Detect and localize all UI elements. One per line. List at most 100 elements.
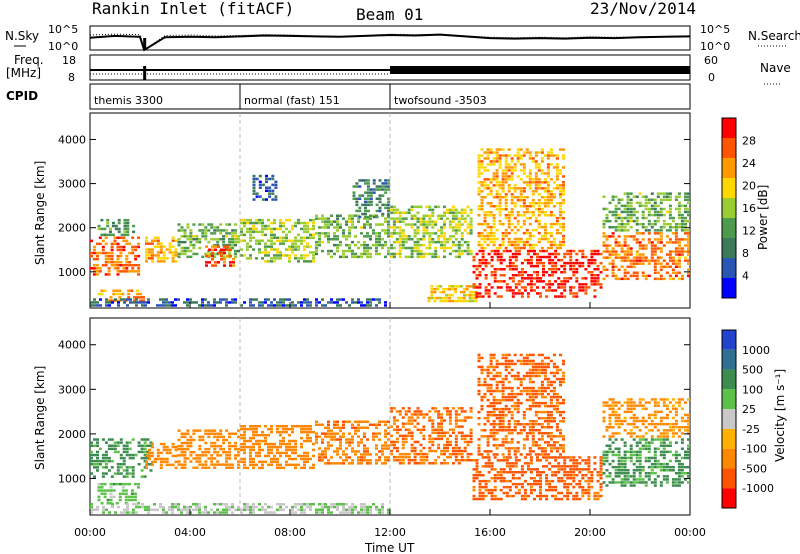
velocity-cell [514,485,518,489]
velocity-cell [513,426,517,429]
power-cell [656,238,660,241]
power-cell [387,212,391,216]
velocity-cell [133,495,137,499]
power-cell [366,209,370,213]
power-cell [551,264,555,268]
velocity-cell [336,453,339,456]
velocity-cell [551,488,555,492]
power-cell [480,160,484,163]
velocity-cell [192,451,196,454]
velocity-cell [315,441,318,444]
power-cell [327,249,330,253]
power-cell [225,298,228,301]
velocity-cell [428,410,432,413]
velocity-cell [390,440,393,444]
power-cell [632,207,636,211]
power-cell [519,237,523,241]
power-cell [309,301,312,304]
velocity-cell [460,437,464,441]
power-cell [92,245,96,249]
power-cell [484,261,488,265]
velocity-cell [330,444,333,447]
velocity-cell [487,459,491,462]
power-cell [665,195,669,198]
velocity-cell [159,463,163,467]
velocity-cell [475,497,479,501]
power-cell [546,151,550,154]
velocity-cell [486,420,490,423]
velocity-cell [318,435,321,438]
velocity-cell [252,448,255,452]
power-cell [223,245,226,248]
power-cell [294,304,297,307]
velocity-cell [171,445,175,449]
power-cell [404,246,408,250]
velocity-cell [107,444,111,447]
power-cell [659,201,663,205]
power-cell [162,251,166,254]
power-cell [165,301,168,304]
power-cell [668,204,672,208]
velocity-cell [410,413,414,416]
velocity-cell [560,456,564,459]
power-cell [345,238,348,241]
power-cell [569,255,573,259]
velocity-cell [486,444,490,447]
power-cell [533,271,536,274]
power-cell [232,264,235,267]
velocity-cell [315,438,318,441]
velocity-cell [137,463,141,466]
power-cell [401,238,405,241]
velocity-cell [180,451,184,454]
power-cell [234,229,237,232]
velocity-cell [549,398,553,402]
velocity-cell [366,462,369,465]
power-cell [469,232,473,235]
velocity-cell [110,466,114,469]
velocity-cell [499,479,503,483]
power-cell [620,250,624,253]
power-cell [543,199,547,202]
power-cell [605,244,609,247]
velocity-cell [309,427,312,431]
power-cell [243,239,246,242]
power-cell [268,189,272,192]
velocity-cell [529,482,533,486]
power-cell [448,208,452,212]
power-cell [198,229,202,232]
power-cell [148,254,151,257]
velocity-cell [395,449,399,453]
velocity-cell [137,444,141,447]
power-cell [306,260,309,263]
velocity-cell [451,431,455,434]
power-cell [207,304,210,307]
velocity-cell [327,426,330,429]
velocity-cell [407,434,411,438]
power-cell [231,246,235,250]
velocity-cell [303,460,306,464]
power-cell [499,255,503,259]
power-cell [135,298,138,301]
velocity-cell [555,441,559,444]
power-cell [333,226,336,229]
velocity-cell [486,386,490,390]
power-cell [584,255,588,259]
velocity-cell [495,423,499,426]
velocity-cell [559,401,562,405]
velocity-cell [528,429,532,432]
power-cell [620,210,624,214]
power-cell [559,202,562,205]
power-cell [366,249,369,253]
velocity-cell [529,488,533,492]
velocity-cell [431,440,435,444]
velocity-cell [392,407,396,410]
velocity-cell [228,432,232,435]
velocity-cell [118,482,122,486]
velocity-cell [366,459,369,462]
power-cell [668,229,672,232]
power-cell [451,240,455,244]
power-cell [528,169,532,172]
velocity-cell [505,459,509,462]
velocity-cell [219,463,223,466]
power-cell [201,298,204,301]
